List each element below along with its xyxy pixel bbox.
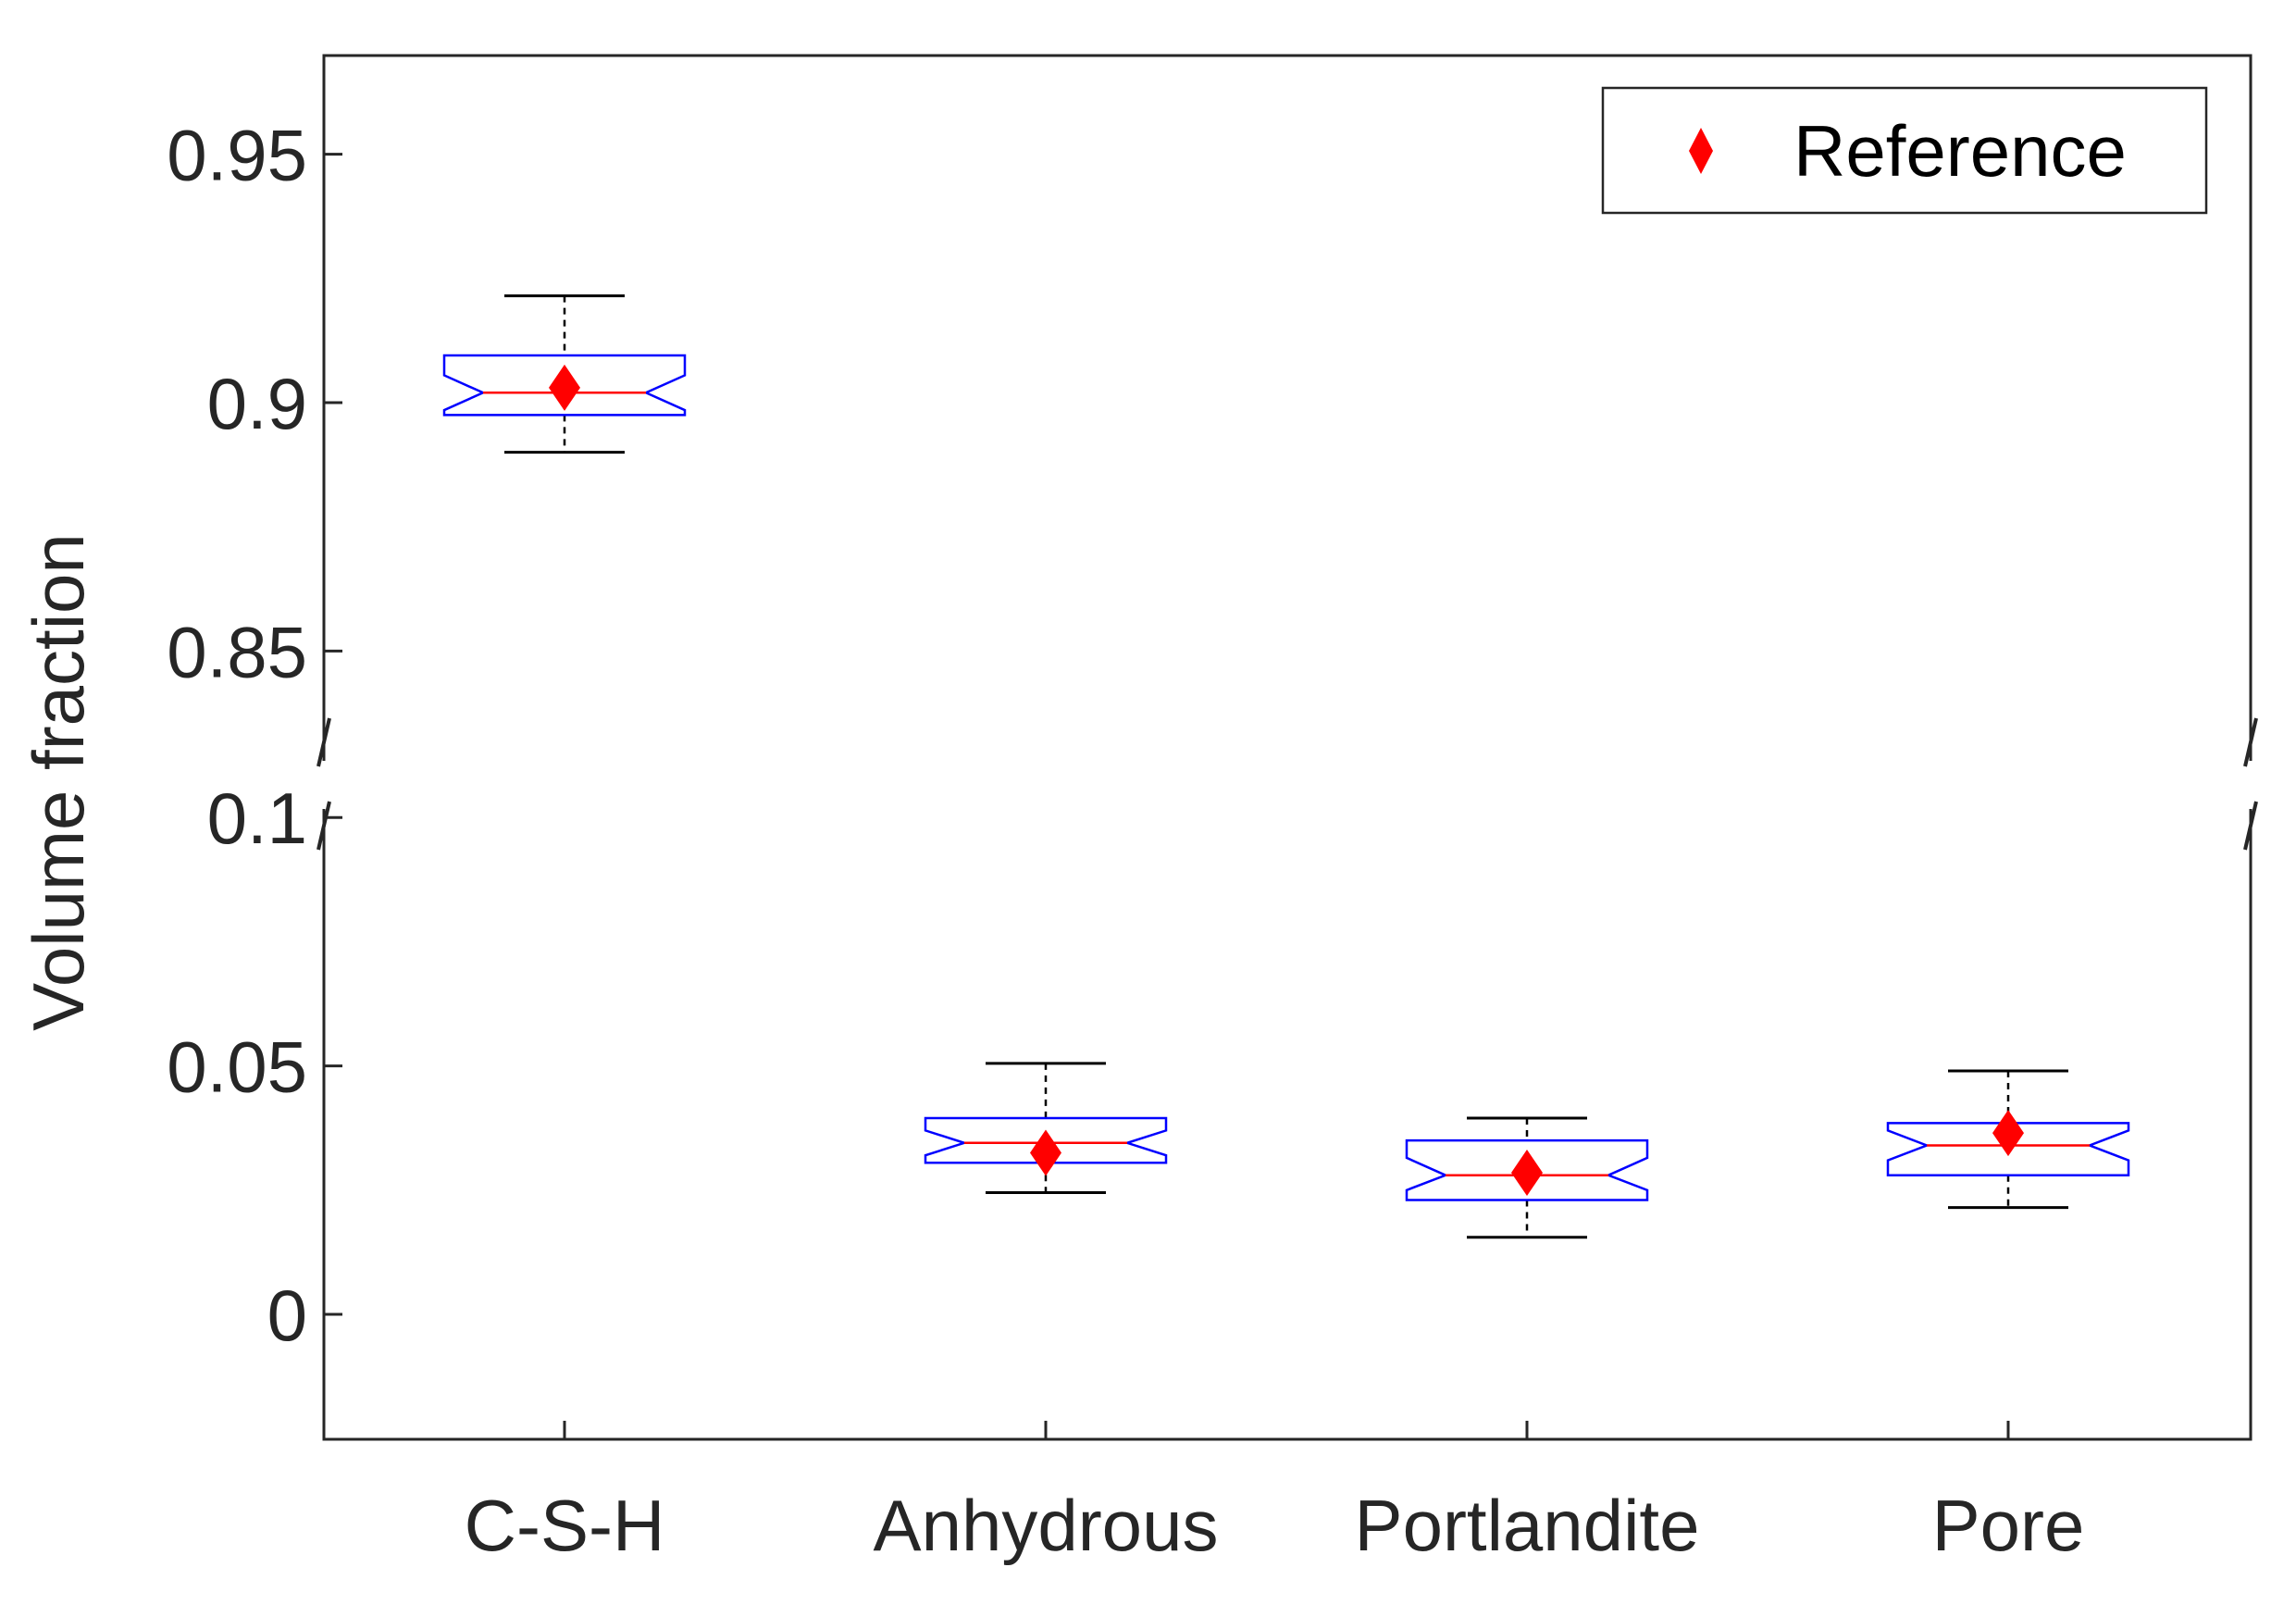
x-axis-ticks: C-S-H Anhydrous Portlandite Pore: [465, 1421, 2085, 1566]
legend-reference-marker: [1689, 128, 1713, 174]
axis-break-slash-lower-right: [2243, 801, 2258, 851]
legend-reference-label: Reference: [1793, 110, 2127, 192]
axis-break: [316, 717, 2258, 851]
y-tick-label: 0.95: [167, 115, 307, 196]
y-tick-label: 0.9: [207, 363, 307, 444]
plot-area: [322, 54, 2253, 1441]
reference-marker-portlandite: [1511, 1150, 1543, 1197]
reference-marker-anhydrous: [1030, 1129, 1061, 1176]
reference-marker-pore: [1992, 1110, 2024, 1157]
x-tick-label: C-S-H: [465, 1485, 665, 1566]
x-tick-label: Anhydrous: [874, 1485, 1219, 1566]
y-tick-label: 0: [267, 1275, 307, 1356]
axis-break-gap-right: [2245, 761, 2256, 809]
notched-box: [924, 1116, 1168, 1164]
axis-break-slash-upper-left: [316, 717, 331, 767]
x-tick-label: Portlandite: [1355, 1485, 1700, 1566]
y-tick-label: 0.85: [167, 611, 307, 692]
reference-markers-layer: [549, 364, 2024, 1197]
axis-break-slash-upper-right: [2243, 717, 2258, 767]
y-tick-label: 0.1: [207, 777, 307, 859]
notched-box: [1886, 1122, 2130, 1176]
y-axis-ticks: 0 0.05 0.1 0.85 0.9 0.95: [167, 115, 342, 1356]
y-axis-title: Volume fraction: [18, 533, 99, 1031]
legend: Reference: [1601, 86, 2208, 215]
reference-marker-c-s-h: [549, 364, 580, 411]
axis-break-slash-lower-left: [316, 801, 331, 851]
y-tick-label: 0.05: [167, 1026, 307, 1108]
x-tick-label: Pore: [1932, 1485, 2085, 1566]
notched-box: [442, 354, 687, 417]
notched-box: [1405, 1138, 1649, 1201]
axis-break-gap-left: [318, 761, 329, 809]
